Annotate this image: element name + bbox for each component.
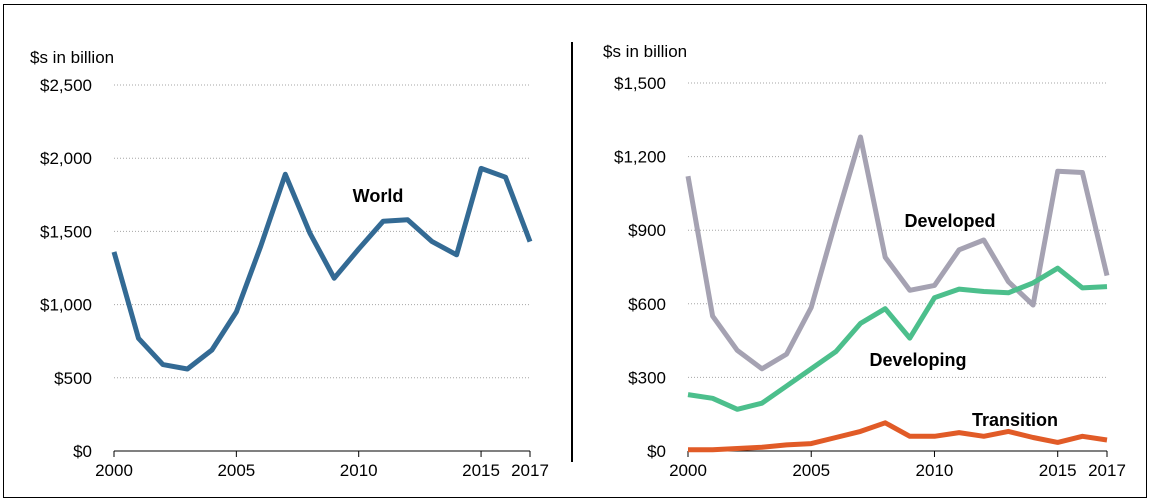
- y-tick-label: $1,000: [40, 296, 92, 315]
- x-tick-label: 2015: [1039, 461, 1077, 480]
- regions-panel: $s in billion $0 $300 $600 $900 $1,200 $1,500 2…: [603, 42, 1126, 480]
- series-line-world: [111, 165, 533, 372]
- x-tick-label: 2017: [511, 461, 549, 480]
- series-label-world: World: [353, 186, 404, 206]
- y-tick-label: $600: [628, 295, 666, 314]
- x-tick-label: 2015: [462, 461, 500, 480]
- y-tick-label: $900: [628, 221, 666, 240]
- x-tick-label: 2010: [916, 461, 954, 480]
- y-tick-label: $1,500: [614, 74, 666, 93]
- series-line-developing: [687, 265, 1108, 412]
- x-tick-label: 2000: [95, 461, 133, 480]
- series-label-developing: Developing: [869, 350, 966, 370]
- y-tick-label: $2,000: [40, 149, 92, 168]
- series-label-developed: Developed: [904, 211, 995, 231]
- y-tick-label: $0: [73, 442, 92, 461]
- y-tick-label: $500: [54, 369, 92, 388]
- y-unit-label: $s in billion: [603, 42, 687, 61]
- y-tick-label: $2,500: [40, 76, 92, 95]
- y-tick-label: $300: [628, 368, 666, 387]
- y-tick-label: $1,200: [614, 148, 666, 167]
- x-tick-label: 2000: [669, 461, 707, 480]
- series-line-transition: [688, 420, 1108, 453]
- series-line-developed: [685, 134, 1110, 372]
- y-tick-label: $1,500: [40, 222, 92, 241]
- x-tick-label: 2005: [217, 461, 255, 480]
- world-panel: $s in billion $0 $500 $1,000 $1,500 $2,000 $2,…: [30, 48, 549, 480]
- x-tick-label: 2005: [792, 461, 830, 480]
- x-tick-label: 2010: [340, 461, 378, 480]
- y-tick-label: $0: [647, 442, 666, 461]
- y-unit-label: $s in billion: [30, 48, 114, 67]
- series-label-transition: Transition: [972, 410, 1058, 430]
- x-tick-label: 2017: [1088, 461, 1126, 480]
